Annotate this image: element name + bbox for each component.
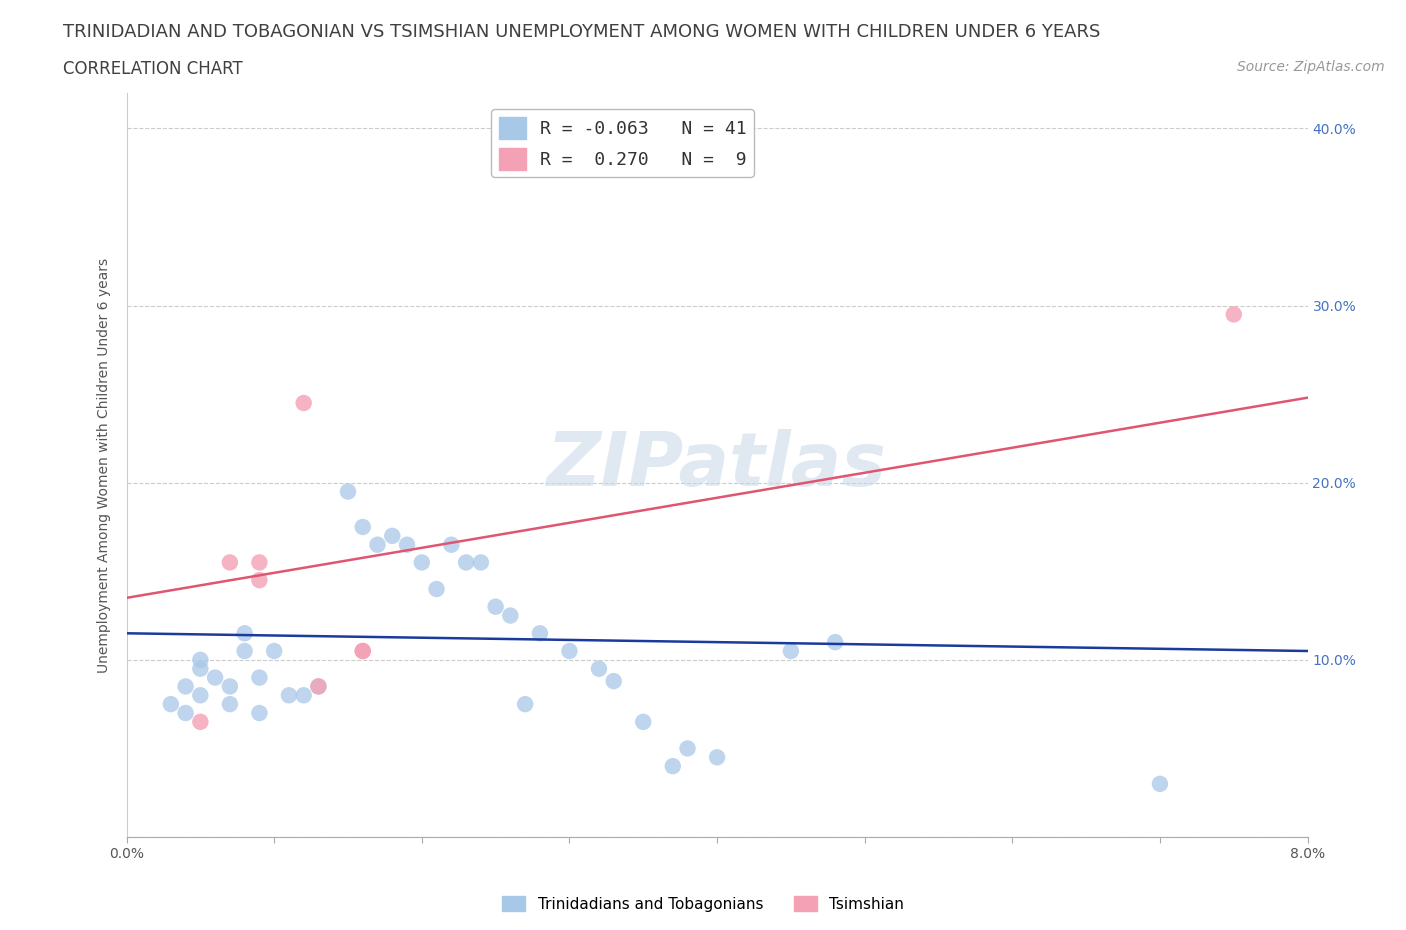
Point <box>204 671 226 685</box>
Text: TRINIDADIAN AND TOBAGONIAN VS TSIMSHIAN UNEMPLOYMENT AMONG WOMEN WITH CHILDREN U: TRINIDADIAN AND TOBAGONIAN VS TSIMSHIAN … <box>63 23 1101 41</box>
Point <box>588 661 610 676</box>
Point <box>233 644 256 658</box>
Point <box>352 644 374 658</box>
Legend: R = -0.063   N = 41, R =  0.270   N =  9: R = -0.063 N = 41, R = 0.270 N = 9 <box>491 110 754 177</box>
Point <box>824 634 846 649</box>
Point <box>484 599 508 614</box>
Point <box>188 653 211 668</box>
Point <box>499 608 522 623</box>
Y-axis label: Unemployment Among Women with Children Under 6 years: Unemployment Among Women with Children U… <box>97 258 111 672</box>
Text: ZIPatlas: ZIPatlas <box>547 429 887 501</box>
Point <box>247 573 270 588</box>
Point <box>440 538 463 552</box>
Point <box>337 485 360 499</box>
Point <box>219 555 242 570</box>
Point <box>233 626 256 641</box>
Point <box>174 679 197 694</box>
Point <box>278 688 301 703</box>
Point <box>411 555 433 570</box>
Point <box>188 714 211 729</box>
Point <box>1149 777 1171 791</box>
Point <box>219 679 242 694</box>
Point <box>247 671 270 685</box>
Point <box>188 688 211 703</box>
Point <box>381 528 404 543</box>
Point <box>558 644 581 658</box>
Point <box>515 697 537 711</box>
Point <box>633 714 655 729</box>
Point <box>174 706 197 721</box>
Text: CORRELATION CHART: CORRELATION CHART <box>63 60 243 78</box>
Point <box>779 644 801 658</box>
Text: Source: ZipAtlas.com: Source: ZipAtlas.com <box>1237 60 1385 74</box>
Point <box>454 555 477 570</box>
Point <box>160 697 183 711</box>
Point <box>396 538 419 552</box>
Point <box>661 759 683 774</box>
Point <box>247 706 270 721</box>
Point <box>352 520 374 535</box>
Point <box>292 688 315 703</box>
Point <box>1222 307 1246 322</box>
Point <box>263 644 285 658</box>
Point <box>219 697 242 711</box>
Point <box>247 555 270 570</box>
Point <box>366 538 388 552</box>
Point <box>188 661 211 676</box>
Point <box>676 741 699 756</box>
Point <box>307 679 329 694</box>
Point <box>425 581 447 596</box>
Point <box>352 644 374 658</box>
Point <box>292 395 315 410</box>
Point <box>706 750 728 764</box>
Point <box>603 673 626 688</box>
Point <box>307 679 329 694</box>
Legend: Trinidadians and Tobagonians, Tsimshian: Trinidadians and Tobagonians, Tsimshian <box>496 889 910 918</box>
Point <box>529 626 551 641</box>
Point <box>470 555 492 570</box>
